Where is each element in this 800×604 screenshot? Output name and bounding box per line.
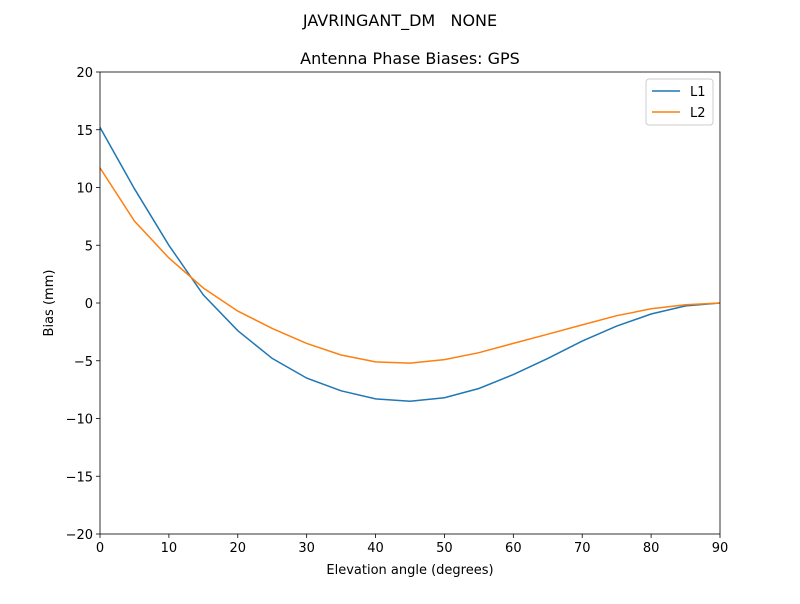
y-tick-label: 20 — [76, 66, 93, 81]
y-tick-label: 5 — [85, 239, 93, 254]
chart-title: Antenna Phase Biases: GPS — [300, 49, 520, 68]
y-axis-label: Bias (mm) — [42, 270, 57, 337]
x-tick-label: 40 — [367, 541, 384, 556]
x-tick-label: 80 — [643, 541, 660, 556]
series-line-l1 — [99, 127, 721, 402]
figure-suptitle: JAVRINGANT_DM NONE — [302, 11, 497, 31]
x-tick-label: 70 — [574, 541, 591, 556]
x-tick-label: 50 — [436, 541, 453, 556]
y-tick-label: 0 — [85, 297, 93, 312]
axes-frame — [99, 71, 721, 535]
x-tick-label: 20 — [230, 541, 247, 556]
x-tick-label: 10 — [161, 541, 178, 556]
series-line-l2 — [99, 167, 721, 364]
x-axis: 0 10 20 30 40 50 60 70 80 90 — [96, 534, 728, 556]
y-tick-label: 10 — [76, 182, 93, 197]
x-tick-label: 0 — [96, 541, 104, 556]
plot-area — [99, 71, 721, 535]
x-tick-label: 30 — [298, 541, 315, 556]
y-axis: 20 15 10 5 0 −5 −10 −15 −20 — [66, 66, 100, 543]
y-tick-label: −20 — [66, 528, 93, 543]
x-tick-label: 90 — [712, 541, 729, 556]
x-tick-label: 60 — [505, 541, 522, 556]
x-axis-label: Elevation angle (degrees) — [326, 563, 493, 578]
y-tick-label: −10 — [66, 413, 93, 428]
legend-label-l1: L1 — [690, 85, 706, 100]
y-tick-label: −5 — [74, 355, 93, 370]
y-tick-label: −15 — [66, 470, 93, 485]
y-tick-label: 15 — [76, 124, 93, 139]
legend-label-l2: L2 — [690, 106, 706, 121]
